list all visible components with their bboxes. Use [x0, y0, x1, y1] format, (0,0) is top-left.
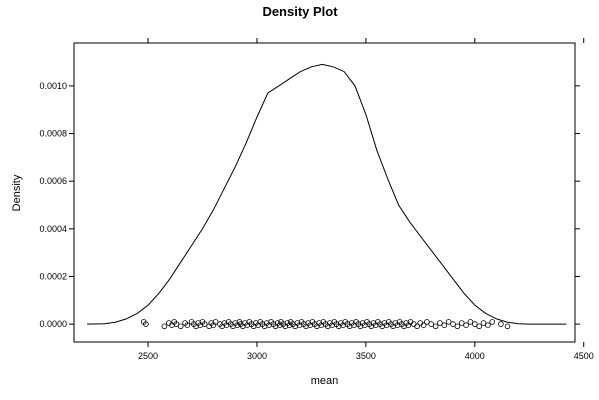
rug-point	[504, 323, 511, 330]
rug-point	[463, 322, 469, 329]
x-tick-label: 4000	[465, 351, 485, 361]
rug-point	[432, 323, 439, 330]
rug-point	[450, 321, 456, 327]
rug-point	[212, 319, 219, 325]
rug-point	[454, 323, 461, 330]
rug-point	[173, 321, 180, 327]
rug-point	[485, 322, 491, 329]
x-tick-label: 2500	[138, 351, 158, 361]
y-tick-label: 0.0004	[39, 224, 67, 234]
rug-point	[276, 322, 283, 329]
y-tick-label: 0.0006	[39, 176, 67, 186]
rug-point	[498, 321, 504, 327]
rug-point	[471, 321, 478, 327]
chart-title: Density Plot	[262, 4, 338, 19]
rug-point	[201, 321, 208, 327]
rug-point	[414, 323, 420, 330]
rug-point	[480, 320, 487, 326]
tick-labels: 2500 3000 3500 4000 4500 0.0000 0.0002 0.0004 0.…	[39, 81, 593, 361]
rug-points	[140, 319, 511, 330]
rug-point	[184, 322, 191, 329]
rug-point	[441, 322, 448, 329]
x-tick-label: 3500	[356, 351, 376, 361]
plot-frame	[73, 42, 576, 343]
rug-point	[161, 323, 168, 330]
rug-point	[458, 320, 465, 326]
rug-point	[467, 319, 474, 325]
rug-point	[428, 321, 435, 327]
x-tick-label: 4500	[574, 351, 594, 361]
y-tick-label: 0.0008	[39, 129, 67, 139]
y-tick-label: 0.0000	[39, 319, 67, 329]
y-tick-label: 0.0010	[39, 81, 67, 91]
rug-point	[420, 322, 427, 329]
rug-point	[476, 323, 483, 330]
axis-ticks	[69, 38, 585, 347]
y-axis-label: Density	[11, 174, 23, 211]
rug-point	[489, 319, 496, 325]
rug-point	[286, 322, 293, 329]
rug-point	[143, 321, 149, 327]
density-curve	[87, 63, 567, 325]
x-axis-label: mean	[311, 375, 339, 387]
y-tick-label: 0.0002	[39, 271, 67, 281]
rug-point	[424, 319, 430, 325]
rug-point	[177, 323, 184, 330]
rug-point	[437, 320, 443, 326]
x-tick-label: 3000	[247, 351, 267, 361]
rug-point	[445, 319, 452, 325]
